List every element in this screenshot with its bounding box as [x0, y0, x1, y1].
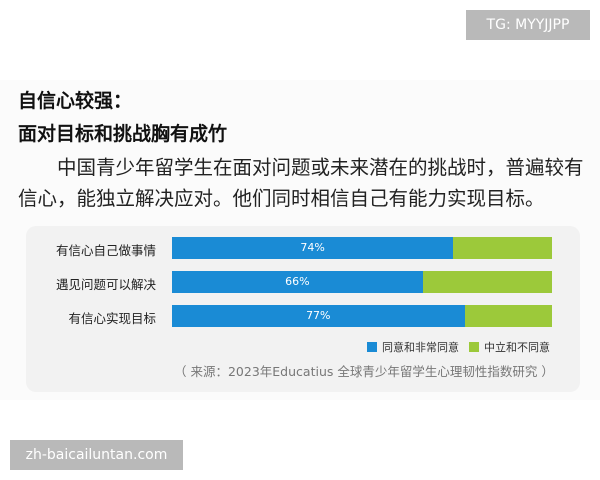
- heading-2: 面对目标和挑战胸有成竹: [18, 123, 228, 145]
- category-label: 有信心自己做事情: [55, 243, 156, 258]
- category-label: 有信心实现目标: [68, 311, 156, 326]
- watermark-bottom: zh-baicailuntan.com: [10, 440, 183, 470]
- heading-1: 自信心较强：: [18, 90, 133, 112]
- category-label: 遇见问题可以解决: [55, 277, 156, 292]
- source-note: （ 来源：2023年Educatius 全球青少年留学生心理韧性指数研究 ）: [174, 364, 554, 379]
- legend-swatch-agree: [367, 342, 377, 352]
- legend-swatch-neutral: [469, 342, 479, 352]
- bar-neutral: 74%: [172, 237, 552, 259]
- bar-agree: 74%: [172, 237, 454, 259]
- bar-agree: 66%: [172, 271, 423, 293]
- legend-label: 中立和不同意: [484, 341, 550, 354]
- bar-agree: 77%: [172, 305, 465, 327]
- paragraph: 中国青少年留学生在面对问题或未来潜在的挑战时，普遍较有信心，能独立解决应对。他们…: [18, 156, 584, 210]
- legend-agree: 同意和非常同意: [367, 339, 459, 355]
- watermark-top: TG: MYYJJPP: [466, 10, 590, 40]
- legend-label: 同意和非常同意: [382, 341, 459, 354]
- bar-neutral: 66%: [172, 271, 552, 293]
- legend-neutral: 中立和不同意: [469, 339, 550, 355]
- bar-neutral: 77%: [172, 305, 552, 327]
